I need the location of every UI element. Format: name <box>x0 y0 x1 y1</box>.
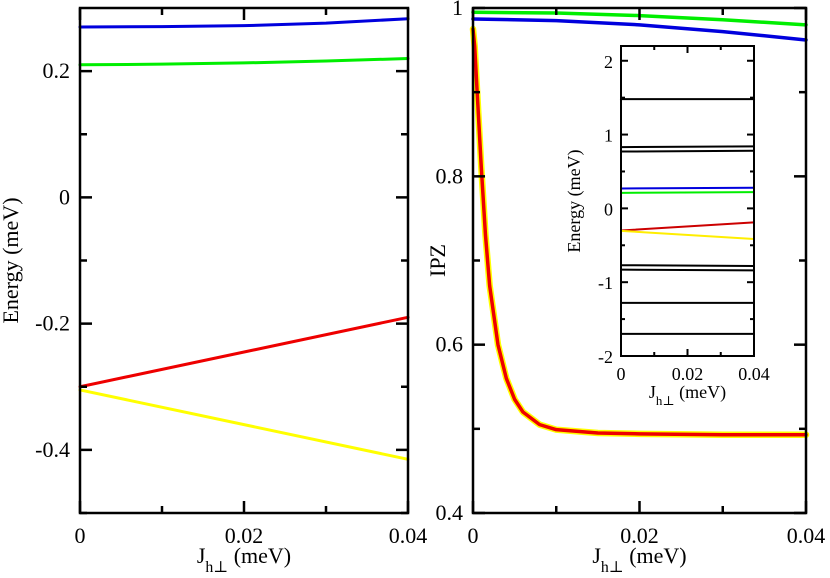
inset-y-axis-label: Energy (meV) <box>564 149 585 252</box>
left-series-green <box>78 57 410 67</box>
left-y-tick-label: 0.2 <box>43 58 71 83</box>
inset-series-black-4 <box>620 264 755 267</box>
inset-x-axis-label-subscript: h⊥ <box>656 393 675 408</box>
right-x-tick-label: 0.04 <box>787 523 826 548</box>
left-panel-energy: 0 0.02 0.04 -0.4 -0.2 0 0.2 Jh⊥ (meV) Energy (me… <box>0 6 428 576</box>
right-series-blue <box>471 17 808 42</box>
right-x-axis-label-unit: (meV) <box>624 543 687 568</box>
inset-y-tick-label: -1 <box>598 273 613 293</box>
inset-y-tick-label: 2 <box>604 52 613 72</box>
right-x-tick-label: 0.02 <box>620 523 659 548</box>
right-series-red <box>471 27 808 437</box>
right-x-tick-label: 0 <box>468 523 479 548</box>
inset-series-black-2 <box>620 145 755 149</box>
inset-x-axis-label-unit: (meV) <box>675 382 726 403</box>
inset-background <box>621 46 754 356</box>
right-x-axis-label-main: J <box>592 543 601 568</box>
right-x-axis-label-subscript: h⊥ <box>601 559 624 576</box>
inset-x-tick-label: 0.04 <box>738 364 770 384</box>
left-plot-frame <box>78 6 410 515</box>
left-x-tick-label: 0.02 <box>225 523 264 548</box>
inset-series-red <box>620 221 755 232</box>
inset-x-tick-label: 0 <box>617 364 626 384</box>
left-x-axis-label: Jh⊥ (meV) <box>197 543 291 576</box>
left-x-axis-label-main: J <box>197 543 206 568</box>
right-y-tick-label: 0.6 <box>436 332 464 357</box>
left-y-tick-label: -0.2 <box>35 311 70 336</box>
right-y-tick-label: 0.4 <box>436 500 464 525</box>
left-x-axis-label-unit: (meV) <box>228 543 291 568</box>
left-y-tick-label: 0 <box>59 184 70 209</box>
inset-series-green <box>620 191 755 194</box>
right-panel-ipz: 0 0.02 0.04 0.4 0.6 0.8 1 Jh⊥ (meV) IPZ <box>425 0 825 576</box>
left-series-yellow <box>78 388 410 461</box>
inset-x-tick-label: 0.02 <box>672 364 704 384</box>
inset-series-black-3 <box>620 149 755 153</box>
inset-x-axis-label-main: J <box>649 382 656 402</box>
right-x-axis-label: Jh⊥ (meV) <box>592 543 686 576</box>
inset-x-axis-label: Jh⊥ (meV) <box>649 382 726 408</box>
left-x-tick-label: 0 <box>75 523 86 548</box>
inset-panel-energy: 0 0.02 0.04 -2 -1 0 1 2 Jh⊥ (meV) Energy (meV) <box>564 45 770 408</box>
left-series-blue <box>78 17 410 29</box>
left-x-axis-label-subscript: h⊥ <box>205 559 228 576</box>
left-series-red <box>78 315 410 389</box>
inset-series-black-5 <box>620 268 755 272</box>
left-x-tick-label: 0.04 <box>389 523 428 548</box>
right-y-tick-label: 0.8 <box>436 163 464 188</box>
inset-series-yellow <box>620 229 755 241</box>
inset-series-blue <box>620 186 755 190</box>
inset-y-tick-label: -2 <box>598 347 613 367</box>
inset-y-tick-label: 0 <box>604 199 613 219</box>
right-y-tick-label: 1 <box>452 0 463 20</box>
right-y-axis-label: IPZ <box>425 244 450 277</box>
inset-y-tick-label: 1 <box>604 126 613 146</box>
left-y-tick-label: -0.4 <box>35 437 70 462</box>
left-y-axis-label: Energy (meV) <box>0 197 23 323</box>
